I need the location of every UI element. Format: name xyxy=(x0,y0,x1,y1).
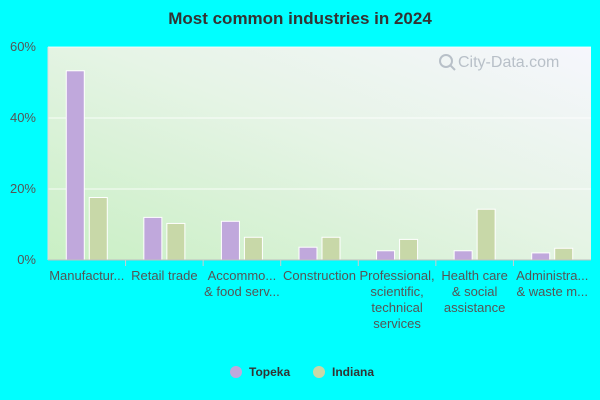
y-tick-label: 40% xyxy=(10,110,36,125)
watermark-text: City-Data.com xyxy=(458,54,559,71)
plot-area xyxy=(48,47,591,260)
legend-swatch-topeka xyxy=(230,366,242,378)
x-tick-label: assistance xyxy=(444,300,505,315)
x-tick-label: Professional, xyxy=(359,268,434,283)
x-tick-label: & food serv... xyxy=(204,284,280,299)
bar-indiana[interactable] xyxy=(321,236,341,261)
x-tick-label: & waste m... xyxy=(516,284,588,299)
x-tick-label: Administra... xyxy=(516,268,588,283)
bar-topeka[interactable] xyxy=(531,252,551,261)
watermark: City-Data.com xyxy=(439,54,559,71)
bar-topeka[interactable] xyxy=(376,250,396,261)
y-tick-label: 60% xyxy=(10,39,36,54)
x-tick-label: scientific, xyxy=(370,284,423,299)
x-tick-label: services xyxy=(373,316,421,331)
legend-label-topeka[interactable]: Topeka xyxy=(249,365,290,379)
x-tick-label: technical xyxy=(371,300,422,315)
y-tick-label: 0% xyxy=(17,252,36,267)
bar-topeka[interactable] xyxy=(453,250,473,261)
bar-topeka[interactable] xyxy=(143,216,163,261)
bar-topeka[interactable] xyxy=(298,246,318,261)
bar-indiana[interactable] xyxy=(243,236,263,261)
y-tick-label: 20% xyxy=(10,181,36,196)
chart-title: Most common industries in 2024 xyxy=(168,9,432,28)
x-tick-label: Manufactur... xyxy=(49,268,124,283)
legend-label-indiana[interactable]: Indiana xyxy=(332,365,374,379)
bar-indiana[interactable] xyxy=(88,197,108,261)
watermark-logo-icon xyxy=(439,54,456,71)
x-tick-label: & social xyxy=(452,284,498,299)
bar-indiana[interactable] xyxy=(166,222,186,261)
bar-topeka[interactable] xyxy=(220,220,240,261)
x-tick-label: Health care xyxy=(441,268,507,283)
legend-swatch-indiana xyxy=(313,366,325,378)
x-tick-label: Construction xyxy=(283,268,356,283)
bar-indiana[interactable] xyxy=(554,247,574,261)
bar-indiana[interactable] xyxy=(399,238,419,261)
bar-indiana[interactable] xyxy=(476,208,496,261)
x-tick-label: Accommo... xyxy=(208,268,277,283)
bar-topeka[interactable] xyxy=(65,70,85,261)
x-tick-label: Retail trade xyxy=(131,268,197,283)
